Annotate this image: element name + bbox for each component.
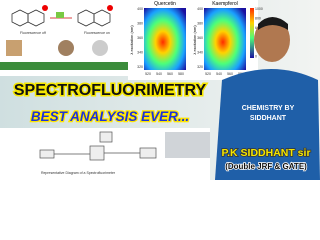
x-tick-label: 540 — [216, 72, 222, 76]
x-tick-label: 520 — [205, 72, 211, 76]
caption: Representative Diagram of a Spectrofluor… — [41, 171, 116, 175]
molecule-sketch — [11, 9, 111, 27]
y-tick-label: 320 — [197, 65, 203, 69]
thumbnail: Fluorescence off Fluorescence on Quercet… — [0, 0, 320, 180]
axis-label: λ excitation (nm) — [192, 25, 197, 55]
title: SPECTROFLUORIMETRY — [14, 82, 207, 99]
y-tick-label: 320 — [137, 65, 143, 69]
sample-photo — [58, 40, 74, 56]
presenter-head — [254, 18, 290, 62]
y-tick-label: 380 — [197, 22, 203, 26]
dot — [42, 5, 48, 11]
thumbnail-art: Fluorescence off Fluorescence on Quercet… — [0, 0, 320, 180]
y-tick-label: 400 — [197, 7, 203, 11]
shirt-text: SIDDHANT — [250, 115, 287, 122]
reagent-icon — [56, 12, 64, 18]
diagram — [39, 131, 157, 161]
heatmap — [144, 8, 186, 70]
heatmap-title: Kaempferol — [212, 1, 238, 7]
sample-photo — [6, 40, 22, 56]
y-tick-label: 380 — [137, 22, 143, 26]
presenter-hair — [258, 17, 288, 30]
subtitle: BEST ANALYSIS EVER... — [31, 109, 189, 124]
colorbar-label: 0 — [255, 55, 257, 59]
dot — [107, 5, 113, 11]
label: Fluorescence on — [84, 31, 110, 35]
colorbar-label: 800 — [255, 17, 261, 21]
presenter-name: P.K SIDDHANT sir — [221, 147, 310, 159]
presenter-shirt — [215, 69, 320, 180]
x-tick-label: 540 — [156, 72, 162, 76]
y-tick-label: 340 — [137, 51, 143, 55]
vial-strip — [0, 62, 128, 70]
instrument-photo — [165, 132, 210, 158]
colorbar — [250, 8, 254, 58]
colorbar-label: 1000 — [255, 7, 263, 11]
x-tick-label: 560 — [167, 72, 173, 76]
label: Fluorescence off — [20, 31, 46, 35]
y-tick-label: 340 — [197, 51, 203, 55]
heatmap — [204, 8, 246, 70]
y-tick-label: 360 — [137, 36, 143, 40]
axis-label: λ excitation (nm) — [129, 25, 134, 55]
x-tick-label: 560 — [227, 72, 233, 76]
shirt-text: CHEMISTRY BY — [242, 105, 295, 112]
x-tick-label: 520 — [145, 72, 151, 76]
credentials: (Double JRF & GATE) — [225, 162, 307, 171]
x-tick-label: 580 — [178, 72, 184, 76]
y-tick-label: 360 — [197, 36, 203, 40]
sample-photo — [92, 40, 108, 56]
heatmap-title: Quercetin — [154, 1, 176, 7]
y-tick-label: 400 — [137, 7, 143, 11]
